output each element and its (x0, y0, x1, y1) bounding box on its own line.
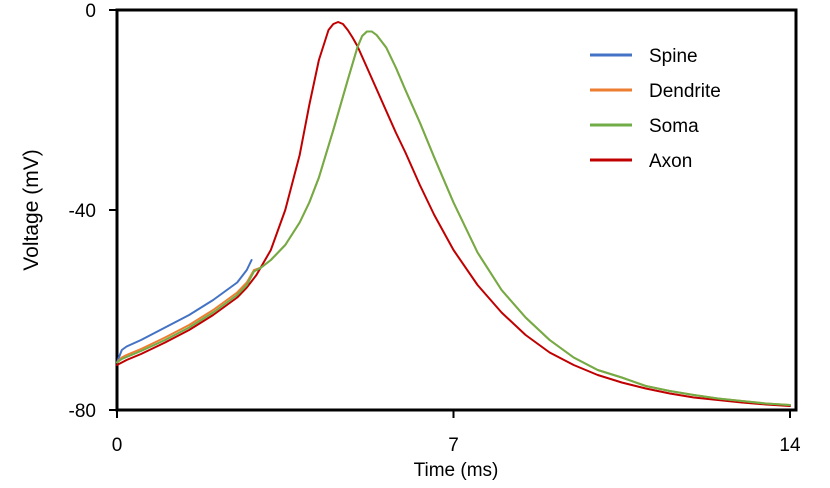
series-line-spine (116, 259, 253, 364)
series-line-axon (116, 21, 791, 407)
y-tick-label: -40 (69, 201, 96, 222)
legend: Spine Dendrite Soma Axon (590, 46, 721, 172)
x-tick-label: 7 (448, 435, 459, 456)
x-axis-label: Time (ms) (414, 460, 499, 481)
x-tick-label: 0 (112, 435, 123, 456)
y-axis-label: Voltage (mV) (20, 149, 43, 270)
series-line-soma (116, 30, 791, 406)
legend-label-axon: Axon (649, 151, 692, 172)
series-layer (116, 21, 791, 407)
y-tick-label: -80 (69, 401, 96, 422)
x-tick-label: 14 (779, 435, 801, 456)
axis-ticks: 0 7 14 0 -40 -80 (69, 1, 801, 456)
legend-label-spine: Spine (649, 46, 698, 67)
y-tick-label: 0 (85, 1, 96, 22)
legend-label-dendrite: Dendrite (649, 81, 721, 102)
legend-label-soma: Soma (649, 116, 699, 137)
